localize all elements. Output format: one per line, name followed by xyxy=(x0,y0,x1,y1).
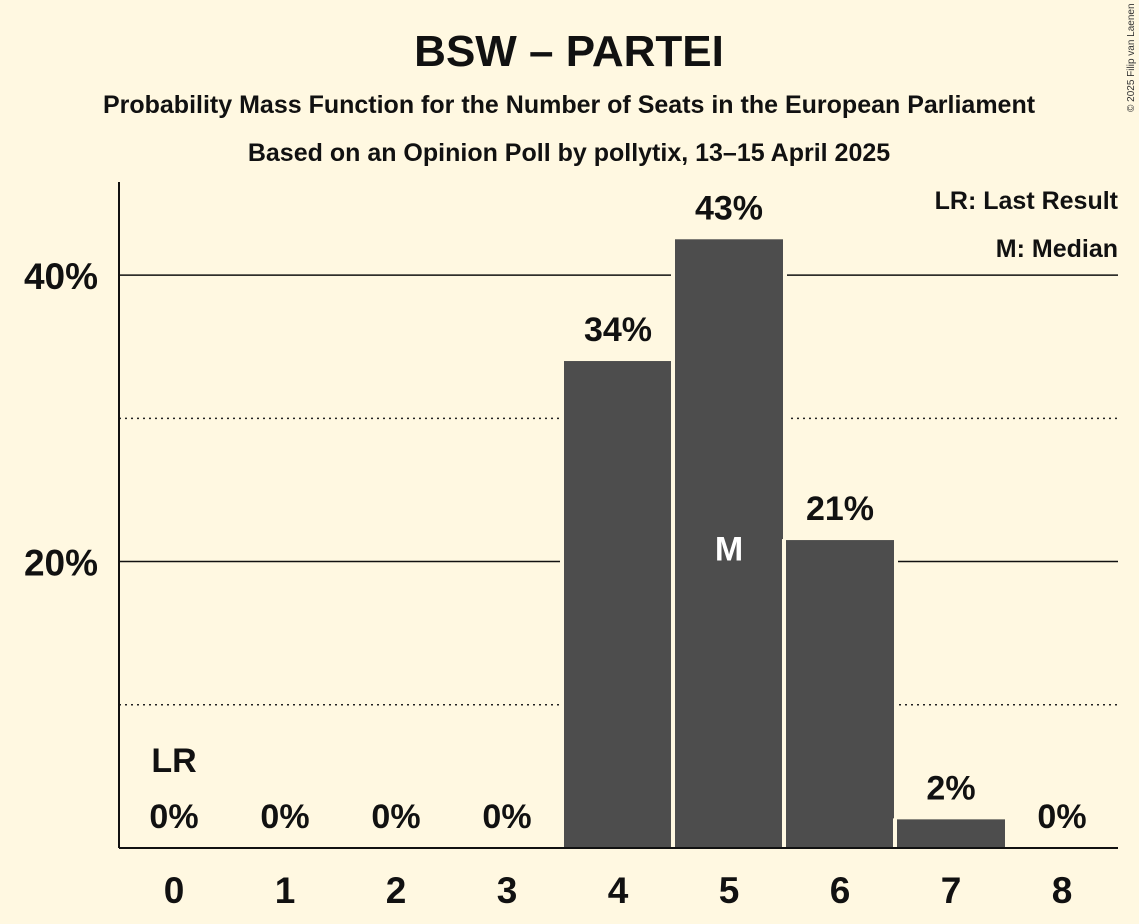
legend-last-result: LR: Last Result xyxy=(935,187,1119,215)
x-tick-label-3: 3 xyxy=(497,870,518,911)
chart-subtitle: Probability Mass Function for the Number… xyxy=(103,91,1036,119)
median-marker: M xyxy=(715,530,743,568)
bar-7 xyxy=(897,819,1005,848)
value-label-0: 0% xyxy=(149,798,198,836)
value-label-6: 21% xyxy=(806,490,874,528)
value-label-8: 0% xyxy=(1037,798,1086,836)
chart-subtitle-source: Based on an Opinion Poll by pollytix, 13… xyxy=(248,139,890,167)
y-tick-label: 40% xyxy=(24,256,98,297)
value-label-2: 0% xyxy=(371,798,420,836)
value-label-3: 0% xyxy=(482,798,531,836)
bar-5 xyxy=(675,239,783,848)
value-label-5: 43% xyxy=(695,189,763,227)
copyright-note: © 2025 Filip van Laenen xyxy=(1126,3,1137,112)
value-label-1: 0% xyxy=(260,798,309,836)
x-tick-label-4: 4 xyxy=(608,870,629,911)
x-tick-label-2: 2 xyxy=(386,870,407,911)
bars xyxy=(560,238,1009,848)
x-tick-label-7: 7 xyxy=(941,870,962,911)
bar-4 xyxy=(564,361,672,848)
legend-median: M: Median xyxy=(996,235,1118,263)
x-tick-label-1: 1 xyxy=(275,870,296,911)
x-tick-label-0: 0 xyxy=(164,870,185,911)
x-tick-label-5: 5 xyxy=(719,870,740,911)
x-tick-label-8: 8 xyxy=(1052,870,1073,911)
bar-6 xyxy=(786,540,894,848)
y-tick-label: 20% xyxy=(24,543,98,584)
axes xyxy=(118,182,1118,849)
chart-title: BSW – PARTEI xyxy=(414,27,724,76)
last-result-marker: LR xyxy=(151,742,196,780)
value-label-4: 34% xyxy=(584,311,652,349)
value-label-7: 2% xyxy=(926,769,975,807)
x-tick-label-6: 6 xyxy=(830,870,851,911)
